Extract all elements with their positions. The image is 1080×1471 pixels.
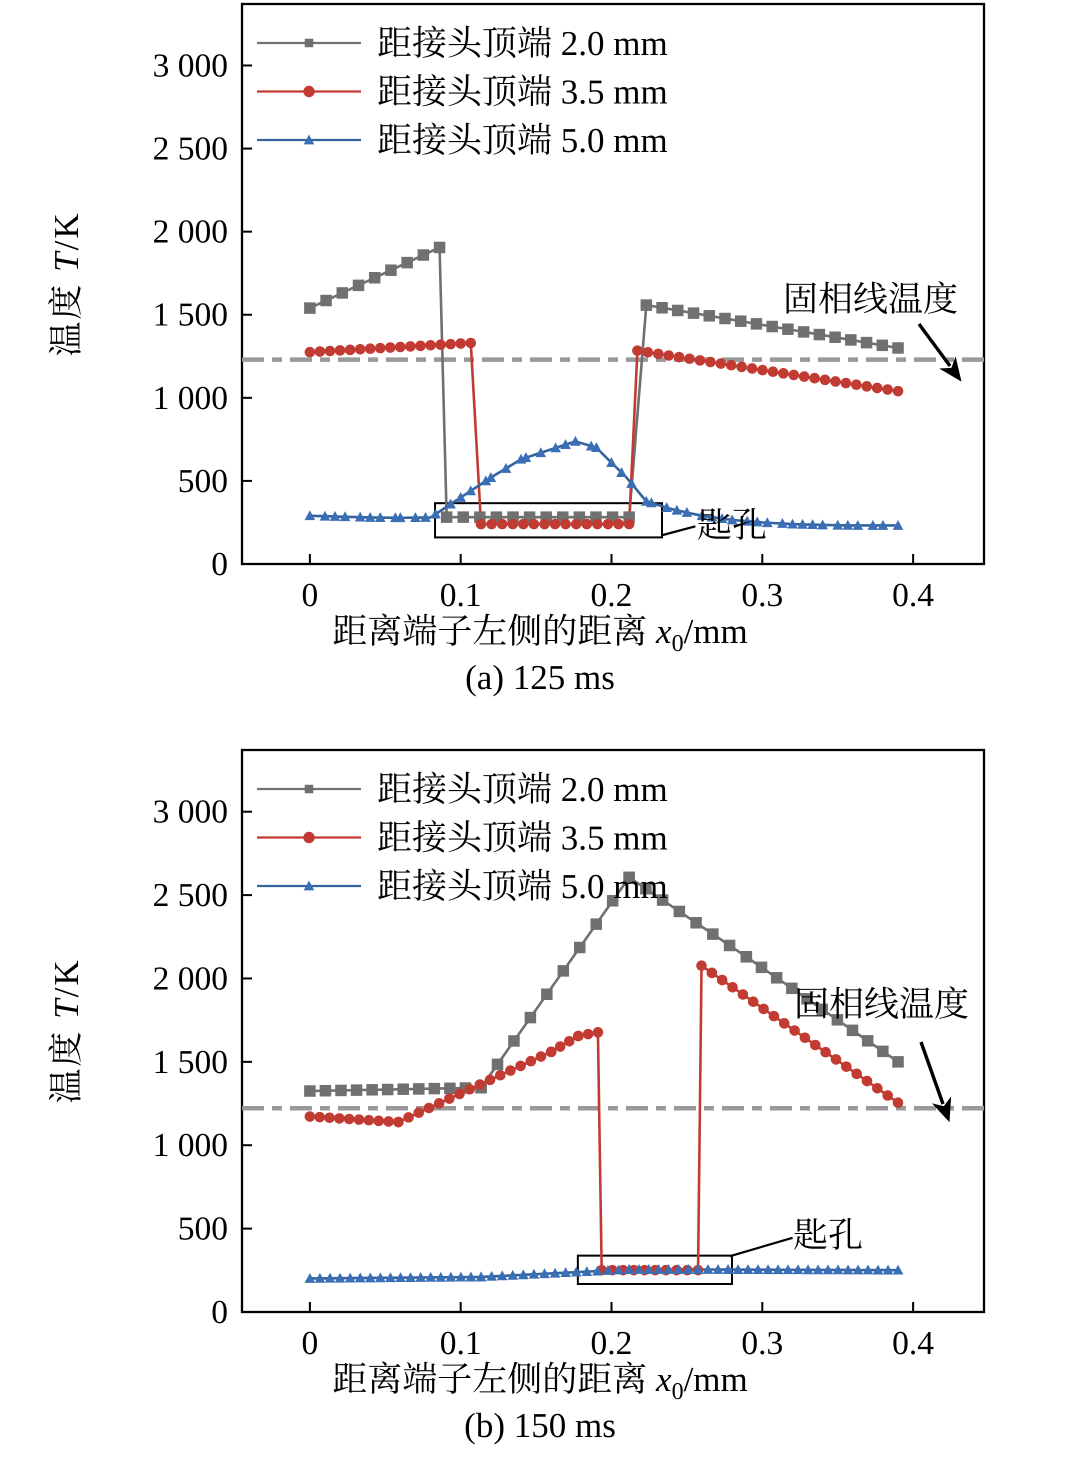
svg-text:距接头顶端 3.5 mm: 距接头顶端 3.5 mm [377, 819, 668, 858]
svg-text:1 000: 1 000 [153, 380, 228, 417]
svg-text:3 000: 3 000 [153, 47, 228, 84]
svg-text:0: 0 [211, 546, 228, 583]
svg-text:1 000: 1 000 [153, 1127, 228, 1164]
svg-text:距接头顶端 5.0 mm: 距接头顶端 5.0 mm [377, 867, 668, 906]
svg-text:1 500: 1 500 [153, 1044, 228, 1081]
svg-text:500: 500 [178, 1211, 228, 1248]
svg-text:2 000: 2 000 [153, 960, 228, 997]
svg-text:1 500: 1 500 [153, 297, 228, 334]
svg-text:2 000: 2 000 [153, 214, 228, 251]
svg-text:匙孔: 匙孔 [697, 506, 767, 545]
svg-text:2 500: 2 500 [153, 131, 228, 168]
svg-text:距接头顶端 2.0 mm: 距接头顶端 2.0 mm [377, 770, 668, 809]
svg-text:固相线温度: 固相线温度 [794, 985, 969, 1024]
svg-text:500: 500 [178, 463, 228, 500]
svg-text:3 000: 3 000 [153, 794, 228, 831]
svg-text:距接头顶端 5.0 mm: 距接头顶端 5.0 mm [377, 121, 668, 160]
svg-text:固相线温度: 固相线温度 [783, 280, 958, 319]
svg-text:匙孔: 匙孔 [793, 1216, 863, 1255]
svg-text:距接头顶端 2.0 mm: 距接头顶端 2.0 mm [377, 24, 668, 63]
svg-text:2 500: 2 500 [153, 877, 228, 914]
svg-text:距接头顶端 3.5 mm: 距接头顶端 3.5 mm [377, 73, 668, 112]
svg-text:0: 0 [211, 1294, 228, 1331]
